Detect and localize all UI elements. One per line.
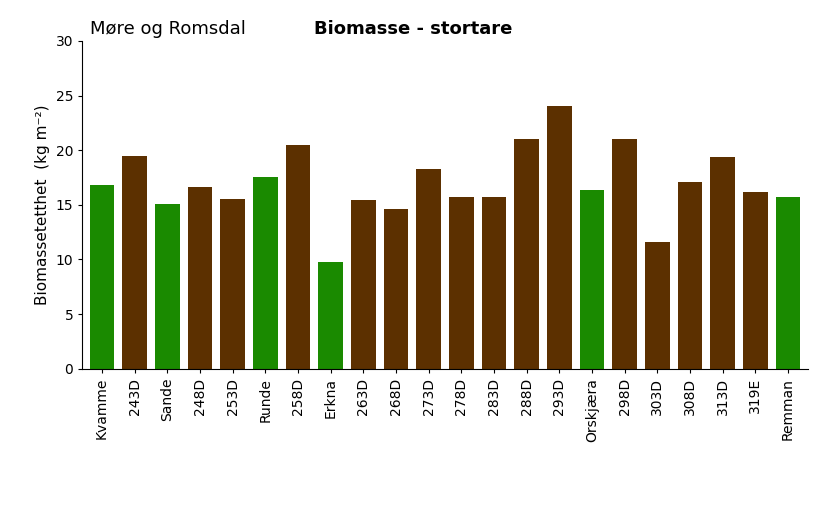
Bar [449, 197, 474, 369]
Bar [547, 106, 572, 369]
Bar [710, 157, 735, 369]
Bar [743, 191, 767, 369]
Bar [286, 145, 310, 369]
Bar [90, 185, 115, 369]
Bar [318, 262, 343, 369]
Bar [677, 182, 702, 369]
Bar [482, 197, 506, 369]
Text: Møre og Romsdal: Møre og Romsdal [90, 19, 246, 38]
Bar [416, 169, 441, 369]
Bar [775, 197, 800, 369]
Bar [580, 189, 604, 369]
Text: Biomasse - stortare: Biomasse - stortare [315, 19, 513, 38]
Bar [155, 204, 180, 369]
Bar [351, 200, 376, 369]
Bar [253, 178, 278, 369]
Bar [514, 139, 539, 369]
Bar [612, 139, 637, 369]
Bar [384, 209, 408, 369]
Bar [645, 242, 670, 369]
Bar [123, 156, 147, 369]
Bar [188, 187, 213, 369]
Y-axis label: Biomassetetthet  (kg m⁻²): Biomassetetthet (kg m⁻²) [35, 104, 50, 305]
Bar [220, 199, 245, 369]
